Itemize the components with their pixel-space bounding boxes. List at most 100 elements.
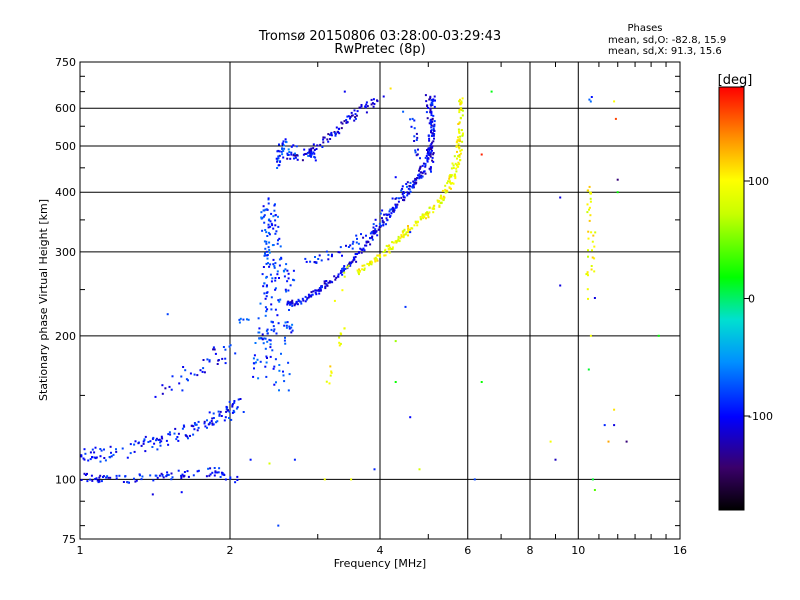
data-point — [293, 304, 296, 307]
data-point — [333, 275, 336, 278]
data-point — [373, 232, 376, 235]
data-point — [431, 146, 434, 149]
data-point — [589, 334, 592, 337]
data-point — [424, 164, 427, 167]
data-point — [431, 145, 434, 148]
grid-lines — [80, 62, 680, 539]
colorbar-label: [deg] — [718, 73, 753, 88]
data-point — [267, 197, 270, 200]
data-point — [283, 380, 286, 383]
data-point — [381, 221, 384, 224]
data-point — [450, 175, 453, 178]
data-point — [432, 153, 435, 156]
data-point — [358, 106, 361, 109]
data-point — [180, 475, 183, 478]
data-point — [454, 162, 457, 165]
data-point — [429, 95, 432, 98]
data-point — [234, 352, 237, 355]
data-point — [187, 379, 189, 382]
data-point — [193, 373, 196, 376]
data-point — [277, 155, 280, 158]
data-point — [459, 108, 462, 111]
data-point — [318, 287, 321, 289]
data-point — [266, 308, 269, 311]
data-point — [292, 154, 295, 157]
data-point — [459, 158, 462, 161]
data-point — [270, 328, 273, 331]
data-point — [427, 134, 430, 137]
data-point — [416, 153, 419, 156]
data-point — [287, 361, 290, 364]
data-point — [272, 227, 275, 230]
data-point — [382, 95, 385, 98]
data-point — [164, 387, 167, 390]
data-point — [268, 251, 271, 254]
data-point — [271, 277, 274, 280]
data-point — [169, 433, 172, 436]
data-point — [355, 241, 358, 244]
data-point — [616, 191, 619, 194]
data-point — [455, 145, 458, 148]
chart-title: Tromsø 20150806 03:28:00-03:29:43 — [258, 29, 501, 44]
data-point — [233, 401, 236, 404]
data-point — [274, 219, 277, 222]
data-point — [432, 140, 435, 143]
data-point — [80, 479, 83, 481]
data-point — [220, 471, 223, 474]
data-point — [272, 367, 275, 370]
data-point — [168, 431, 171, 434]
data-point — [192, 425, 195, 428]
data-point — [376, 234, 379, 237]
data-point — [277, 157, 280, 160]
data-point — [432, 211, 435, 214]
data-point — [382, 223, 385, 226]
data-point — [203, 422, 206, 425]
data-point — [429, 103, 432, 106]
data-point — [369, 262, 371, 265]
data-point — [587, 189, 590, 192]
data-point — [242, 318, 245, 321]
data-point — [390, 248, 393, 250]
data-point — [285, 263, 288, 266]
data-point — [461, 140, 464, 143]
data-point — [263, 337, 266, 340]
data-point — [87, 459, 90, 462]
data-point — [80, 454, 83, 457]
data-point — [388, 213, 391, 216]
data-point — [122, 481, 125, 483]
data-point — [283, 324, 286, 327]
data-point — [264, 229, 267, 231]
data-point — [271, 244, 274, 247]
data-point — [224, 348, 227, 351]
data-point — [262, 205, 265, 208]
data-point — [384, 254, 387, 257]
data-point — [391, 197, 394, 200]
data-point — [438, 200, 441, 203]
data-point — [264, 306, 267, 309]
data-point — [309, 260, 312, 263]
data-point — [260, 217, 263, 220]
data-point — [457, 143, 460, 146]
data-point — [182, 366, 185, 368]
data-point — [586, 203, 589, 206]
data-point — [110, 455, 113, 458]
data-point — [261, 229, 264, 232]
data-point — [460, 100, 463, 103]
data-point — [326, 284, 329, 287]
data-point — [361, 264, 364, 267]
data-point — [297, 298, 300, 301]
data-point — [291, 304, 294, 307]
y-tick-label: 75 — [62, 533, 76, 546]
data-point — [270, 280, 273, 283]
data-point — [246, 318, 248, 321]
data-point — [382, 251, 385, 253]
data-point — [133, 443, 136, 446]
data-point — [587, 297, 589, 300]
data-point — [303, 148, 306, 151]
data-point — [590, 231, 593, 234]
data-point — [362, 247, 365, 250]
data-point — [156, 476, 159, 479]
data-point — [329, 365, 332, 368]
data-point — [309, 151, 312, 154]
data-point — [360, 233, 362, 236]
